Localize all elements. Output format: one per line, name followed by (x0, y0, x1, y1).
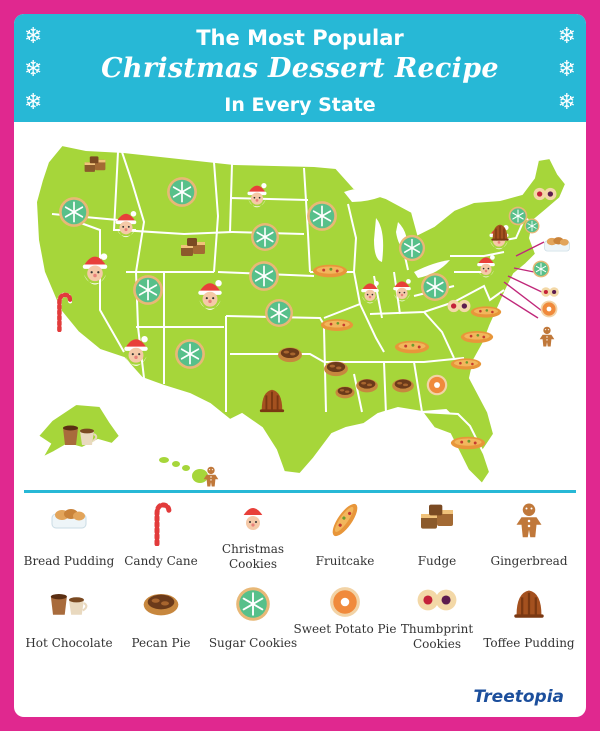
christmas-cookies-icon (242, 505, 264, 533)
legend-label: Toffee Pudding (483, 636, 575, 650)
fruitcake-icon (394, 340, 430, 354)
title-banner: The Most Popular Christmas Dessert Recip… (14, 14, 586, 122)
treetopia-logo[interactable]: Treetopia (473, 687, 564, 707)
legend-item-hot-chocolate: Hot Chocolate (14, 586, 124, 651)
fruitcake-icon (470, 306, 502, 318)
sugar-cookies-icon (250, 222, 280, 252)
legend-label: Fruitcake (315, 554, 375, 568)
sugar-cookies-icon (532, 260, 550, 278)
bread-pudding-icon (51, 508, 87, 529)
legend-item-fruitcake: Fruitcake (290, 502, 400, 569)
legend-item-christmas-cookies: Christmas Cookies (198, 502, 308, 572)
fruitcake-icon (330, 502, 360, 538)
pecan-pie-icon (392, 379, 414, 393)
pecan-pie-icon (324, 361, 348, 377)
legend-divider (24, 490, 576, 493)
sugar-cookies-icon (248, 260, 280, 292)
legend-label: Bread Pudding (23, 554, 115, 568)
fruitcake-icon (450, 358, 482, 370)
gingerbread-icon (203, 466, 219, 487)
legend-item-thumbprint-cookies: Thumbprint Cookies (382, 586, 492, 652)
snowflake-icon: ❄ (557, 90, 576, 115)
toffee-pudding-icon (513, 589, 545, 619)
snowflake-icon: ❄ (557, 24, 576, 49)
sweet-potato-pie-icon (330, 587, 360, 617)
fruitcake-icon (312, 264, 348, 278)
lake-superior (344, 188, 388, 202)
sugar-cookies-icon (166, 176, 198, 208)
legend-label: Sweet Potato Pie (293, 622, 397, 636)
legend-item-candy-cane: Candy Cane (106, 502, 216, 569)
hawaii-shape (159, 457, 208, 483)
fruitcake-icon (460, 331, 494, 343)
sugar-cookies-icon (524, 218, 540, 234)
gingerbread-icon (539, 326, 555, 347)
legend-item-toffee-pudding: Toffee Pudding (474, 586, 584, 651)
legend-label: Sugar Cookies (208, 636, 298, 650)
us-map (34, 143, 570, 487)
sugar-cookies-icon (235, 586, 271, 622)
pecan-pie-icon (143, 594, 179, 616)
legend-item-fudge: Fudge (382, 502, 492, 569)
lake-erie (414, 260, 450, 278)
fruitcake-icon (450, 436, 486, 450)
leader-lines (499, 241, 547, 319)
sweet-potato-pie-icon (540, 300, 558, 318)
legend-label: Gingerbread (490, 554, 568, 568)
legend-label: Hot Chocolate (25, 636, 113, 650)
thumbprint-cookies-icon (417, 589, 457, 611)
snowflake-icon: ❄ (24, 24, 43, 49)
sugar-cookies-icon (398, 234, 426, 262)
thumbprint-cookies-icon (541, 287, 559, 297)
sugar-cookies-icon (58, 196, 90, 228)
title-line-3: In Every State (224, 94, 376, 116)
sugar-cookies-icon (264, 298, 294, 328)
hot-chocolate-icon (49, 592, 88, 616)
sweet-potato-pie-icon (426, 374, 448, 396)
snowflake-icon: ❄ (557, 57, 576, 82)
lake-michigan (374, 218, 384, 262)
sugar-cookies-icon (508, 206, 528, 226)
gingerbread-icon (516, 503, 542, 538)
candy-cane-icon (150, 502, 172, 546)
legend-label: Thumbprint Cookies (400, 622, 474, 651)
bread-pudding-icon (544, 236, 570, 252)
legend-item-gingerbread: Gingerbread (474, 502, 584, 569)
pecan-pie-icon (356, 379, 378, 393)
sugar-cookies-icon (174, 338, 206, 370)
legend-label: Fudge (417, 554, 457, 568)
legend-item-sweet-potato-pie: Sweet Potato Pie (290, 586, 400, 637)
legend-item-bread-pudding: Bread Pudding (14, 502, 124, 569)
legend-item-pecan-pie: Pecan Pie (106, 586, 216, 651)
fudge-icon (421, 504, 453, 529)
legend-label: Candy Cane (124, 554, 198, 568)
sugar-cookies-icon (306, 200, 338, 232)
florida-shape (419, 410, 492, 486)
legend-label: Christmas Cookies (221, 542, 285, 571)
snowflake-icon: ❄ (24, 57, 43, 82)
pecan-pie-icon (335, 386, 355, 399)
alaska-shape (36, 402, 122, 461)
infographic-card: The Most Popular Christmas Dessert Recip… (14, 14, 586, 717)
sugar-cookies-icon (420, 272, 450, 302)
snowflake-icon: ❄ (24, 90, 43, 115)
fruitcake-icon (320, 319, 354, 331)
title-line-2: Christmas Dessert Recipe (101, 53, 499, 84)
legend-item-sugar-cookies: Sugar Cookies (198, 586, 308, 651)
legend-label: Pecan Pie (131, 636, 191, 650)
title-line-1: The Most Popular (196, 26, 404, 50)
pecan-pie-icon (278, 347, 302, 363)
sugar-cookies-icon (132, 274, 164, 306)
